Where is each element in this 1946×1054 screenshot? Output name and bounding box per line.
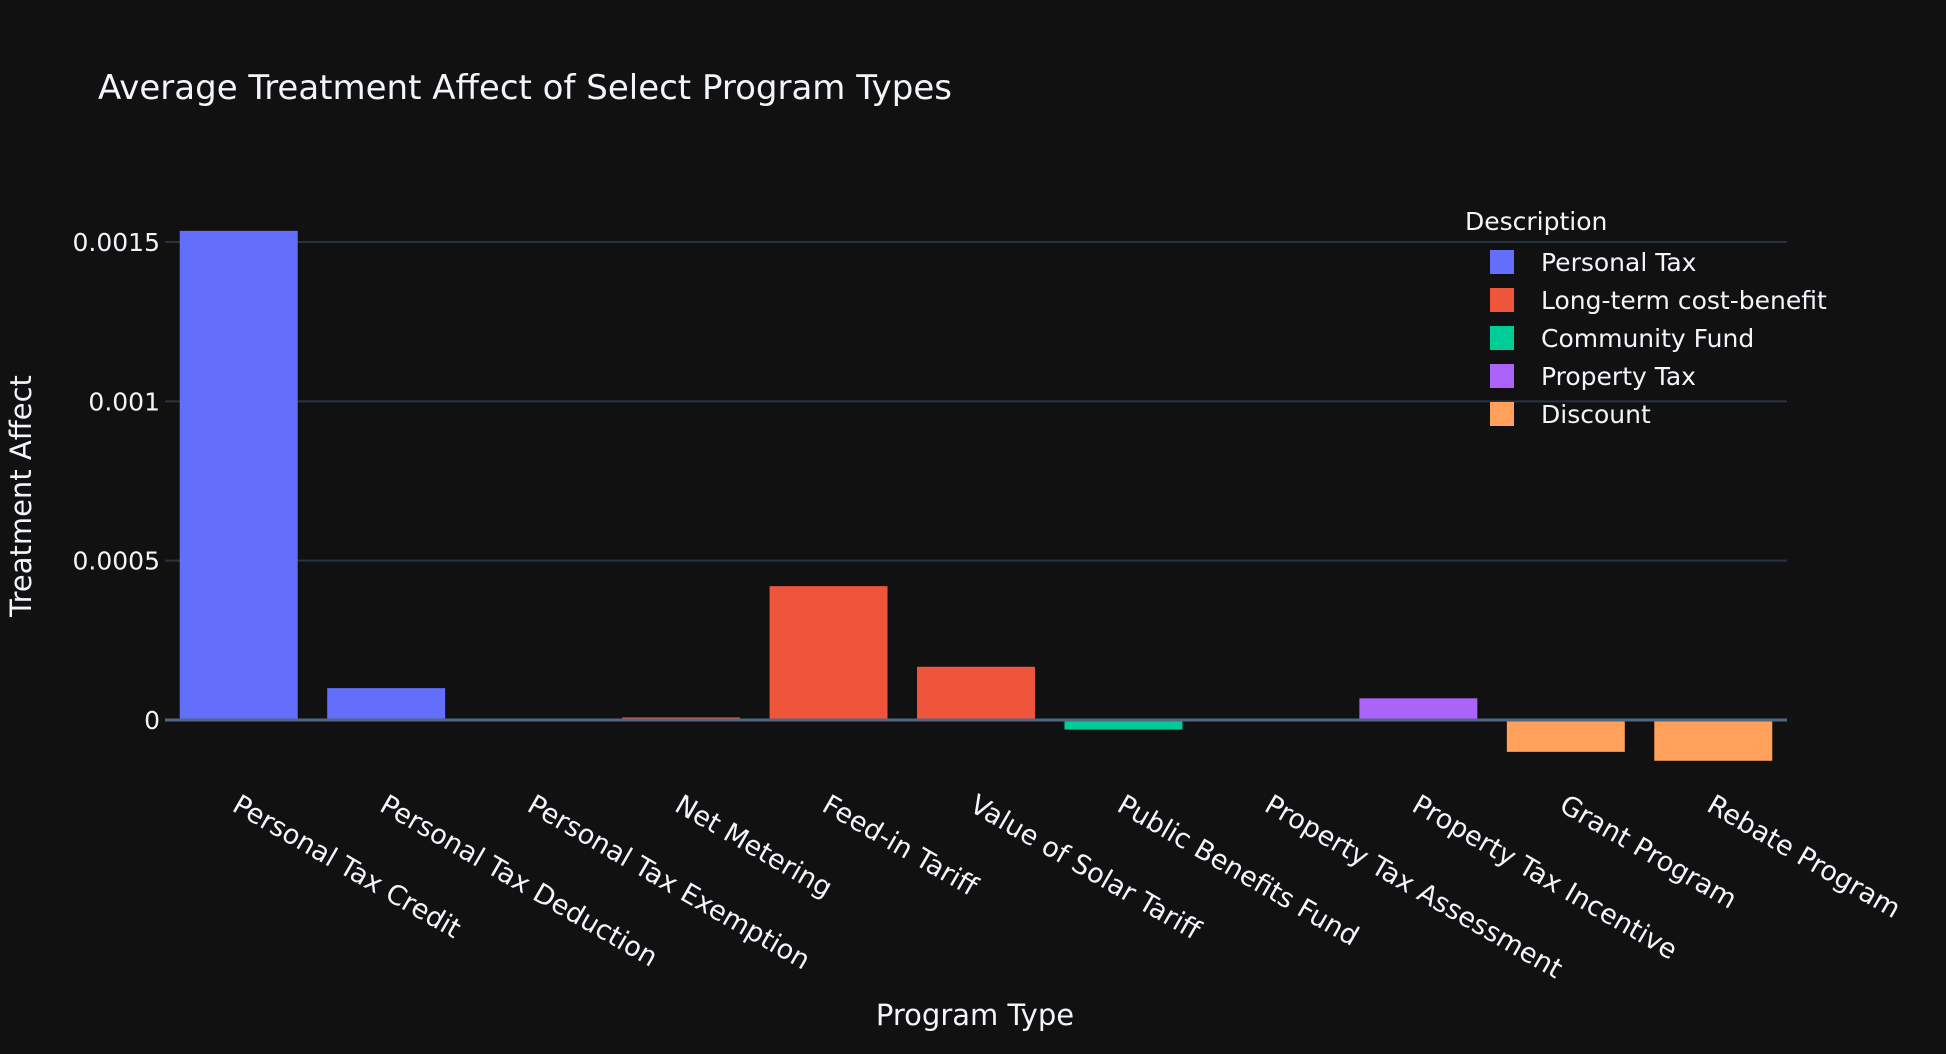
bar-value-of-solar-tariff [917, 666, 1035, 720]
x-tick-label: Value of Solar Tariff [965, 789, 1207, 947]
x-tick-label: Feed-in Tariff [817, 789, 984, 903]
chart-title: Average Treatment Affect of Select Progr… [98, 68, 952, 108]
y-tick-label: 0 [144, 706, 160, 735]
legend-item-label[interactable]: Long-term cost-benefit [1541, 286, 1827, 315]
legend-items: Personal Tax Long-term cost-benefit Commun… [1490, 248, 1827, 429]
legend-item-label[interactable]: Property Tax [1541, 362, 1696, 391]
legend-item-label[interactable]: Personal Tax [1541, 248, 1696, 277]
legend-item-label[interactable]: Discount [1541, 400, 1651, 429]
x-axis-label: Program Type [876, 998, 1074, 1032]
legend-swatch [1490, 326, 1514, 350]
x-tick-label: Personal Tax Exemption [522, 789, 815, 976]
legend-swatch [1490, 250, 1514, 274]
bar-rebate-program [1654, 720, 1773, 761]
bar-property-tax-incentive [1359, 698, 1478, 720]
y-axis-label: Treatment Affect [4, 375, 38, 618]
legend-swatch [1490, 402, 1514, 426]
bar-personal-tax-deduction [327, 688, 446, 720]
y-axis-ticks: 0 0.0005 0.001 0.0015 [73, 228, 160, 735]
x-tick-label: Public Benefits Fund [1112, 789, 1364, 952]
x-tick-label: Property Tax Incentive [1407, 789, 1683, 966]
legend-title: Description [1465, 207, 1607, 236]
legend-item-label[interactable]: Community Fund [1541, 324, 1754, 353]
legend-swatch [1490, 364, 1514, 388]
bar-public-benefits-fund [1064, 720, 1183, 730]
bars [179, 230, 1773, 761]
y-tick-label: 0.0005 [73, 547, 160, 576]
y-tick-label: 0.0015 [73, 228, 160, 257]
bar-personal-tax-credit [179, 230, 298, 720]
legend-swatch [1490, 288, 1514, 312]
bar-feed-in-tariff [769, 586, 888, 720]
y-tick-label: 0.001 [88, 387, 160, 416]
gridlines [165, 241, 1787, 562]
legend: Description Personal Tax Long-term cost-b… [1465, 207, 1827, 429]
x-tick-label: Personal Tax Deduction [375, 789, 663, 973]
bar-grant-program [1506, 720, 1625, 752]
